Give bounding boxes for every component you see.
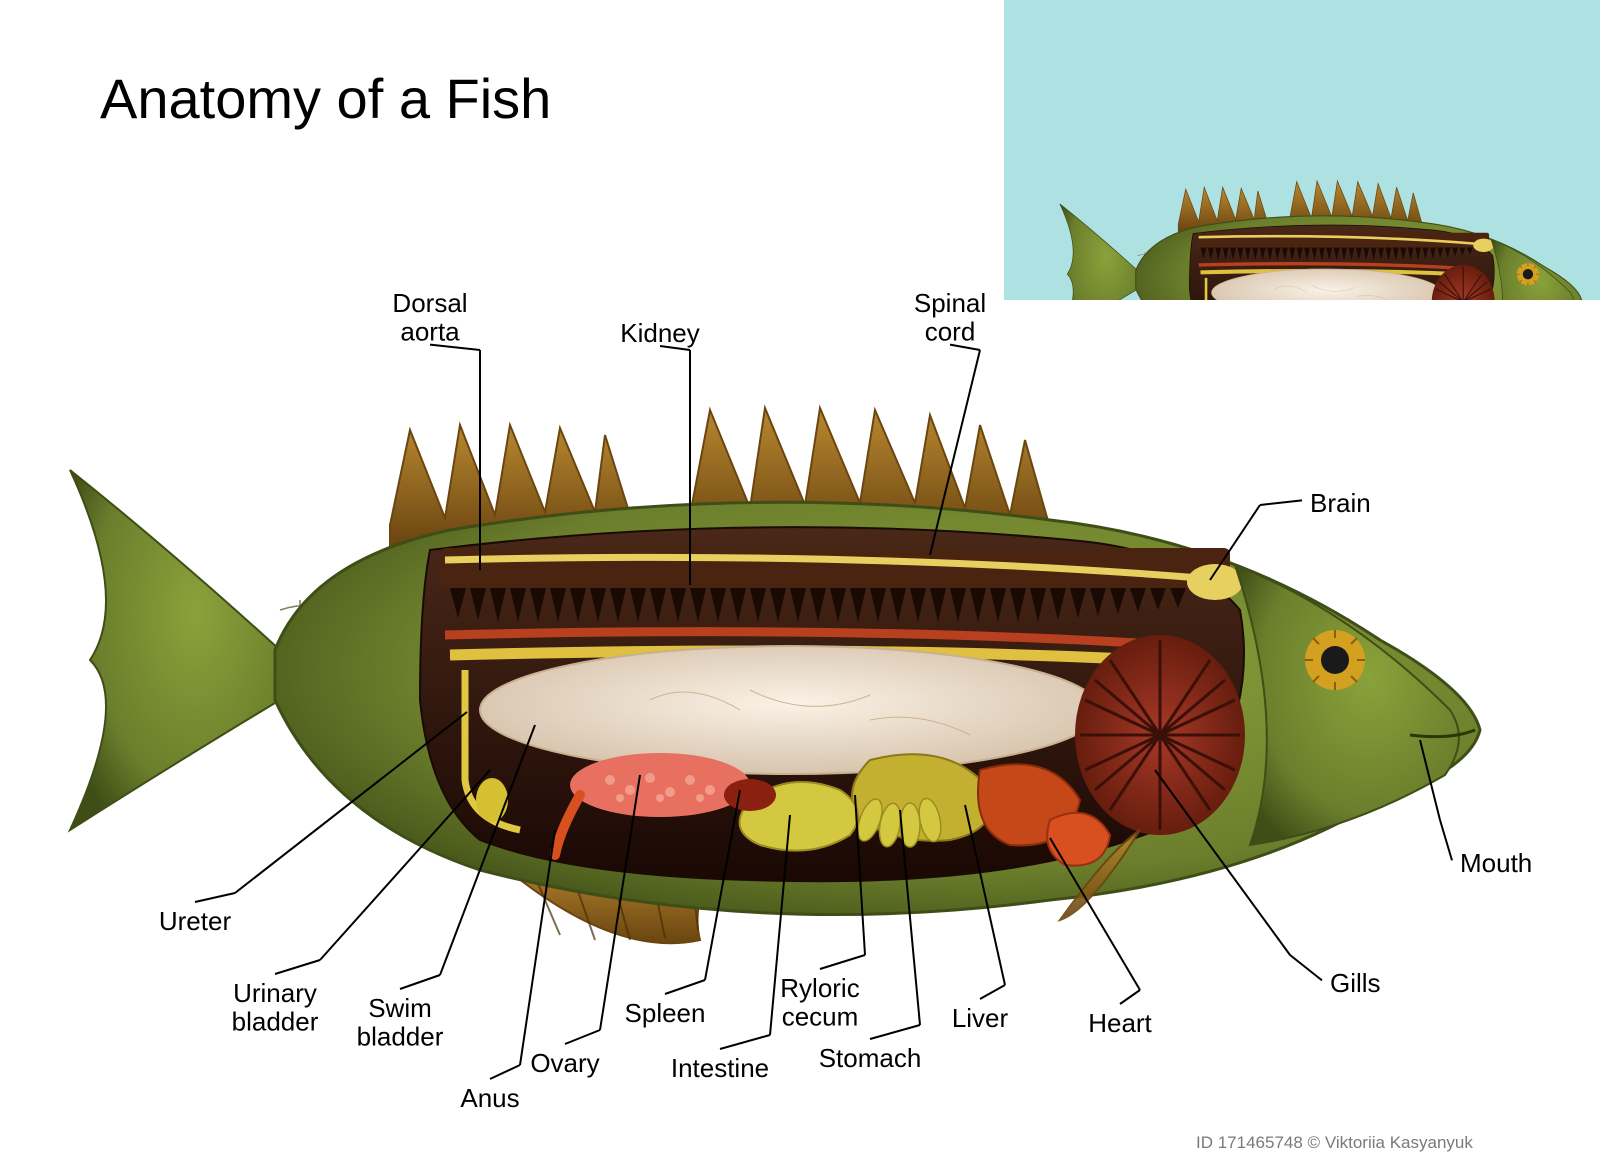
ureter-organ bbox=[465, 670, 520, 830]
label-kidney: Kidney bbox=[620, 318, 700, 348]
pointer-stomach bbox=[900, 810, 920, 1025]
pointer-spleen bbox=[705, 790, 740, 980]
label-stomach: Stomach bbox=[819, 1043, 922, 1073]
ryloric-cecum-organ bbox=[853, 796, 944, 848]
anus-organ bbox=[555, 795, 580, 855]
inset-thumbnail bbox=[1004, 0, 1600, 300]
pointer-brain bbox=[1210, 505, 1260, 580]
pointer-spinal-cord bbox=[930, 350, 980, 555]
label-spleen: Spleen bbox=[625, 998, 706, 1028]
pointer-gills bbox=[1155, 770, 1290, 955]
attribution-sep: © bbox=[1303, 1133, 1325, 1152]
pointer-tick-spinal-cord bbox=[950, 345, 980, 350]
pointer-anus bbox=[520, 830, 555, 1065]
pointer-ovary bbox=[600, 775, 640, 1030]
pointer-tick-ureter bbox=[195, 893, 235, 902]
stomach-organ bbox=[852, 754, 992, 841]
label-heart: Heart bbox=[1088, 1008, 1152, 1038]
pointer-mouth bbox=[1420, 740, 1440, 820]
pointer-tick-intestine bbox=[720, 1035, 770, 1049]
dorsal-fin-rear bbox=[390, 425, 630, 545]
mouth-line bbox=[1410, 730, 1475, 737]
pointer-liver bbox=[965, 805, 1005, 985]
pointer-tick-urinary-bladder bbox=[275, 960, 320, 974]
pointer-tick-liver bbox=[980, 985, 1005, 999]
label-ovary: Ovary bbox=[530, 1048, 599, 1078]
spinal-cord-organ bbox=[445, 557, 1200, 578]
caudal-scales bbox=[280, 595, 360, 725]
pointer-tick-brain bbox=[1260, 500, 1302, 505]
pointer-tick-kidney bbox=[660, 346, 690, 350]
pointer-tick-ryloric-cecum bbox=[820, 955, 865, 969]
pelvic-fin bbox=[490, 855, 720, 943]
pointer-tick-dorsal-aorta bbox=[430, 345, 480, 350]
kidney-organ bbox=[450, 651, 1150, 660]
label-ryloric-cecum: Ryloriccecum bbox=[780, 973, 859, 1032]
pointer-ureter bbox=[235, 712, 467, 893]
pelvic-fin-rays bbox=[530, 860, 698, 940]
urinary-bladder-organ bbox=[476, 778, 508, 822]
label-swim-bladder: Swimbladder bbox=[357, 993, 444, 1052]
diagram-title: Anatomy of a Fish bbox=[100, 66, 551, 131]
pointer-tick-swim-bladder bbox=[400, 975, 440, 989]
heart-organ bbox=[1047, 813, 1110, 866]
swim-bladder-organ bbox=[480, 646, 1100, 774]
attribution-author: Viktoriia Kasyanyuk bbox=[1325, 1133, 1473, 1152]
pointer-tick-heart bbox=[1120, 990, 1140, 1004]
brain-organ bbox=[1187, 564, 1243, 600]
tail-fin bbox=[70, 470, 280, 830]
ovary-organ bbox=[570, 753, 750, 817]
pointer-intestine bbox=[770, 815, 790, 1035]
label-spinal-cord: Spinalcord bbox=[914, 288, 986, 347]
pointer-tick-spleen bbox=[665, 980, 705, 994]
dorsal-aorta-organ bbox=[445, 632, 1170, 645]
label-texts: Dorsalaorta Kidney Spinalcord Brain Mouth Gil… bbox=[159, 288, 1532, 1113]
operculum bbox=[1235, 565, 1459, 845]
pectoral-fin bbox=[1060, 830, 1140, 920]
body-cavity bbox=[420, 527, 1244, 881]
pointer-swim-bladder bbox=[440, 725, 535, 975]
pointer-ryloric-cecum bbox=[855, 795, 865, 955]
label-liver: Liver bbox=[952, 1003, 1009, 1033]
label-anus: Anus bbox=[460, 1083, 519, 1113]
fish-illustration bbox=[70, 408, 1480, 943]
label-dorsal-aorta: Dorsalaorta bbox=[392, 288, 467, 347]
pointer-tick-anus bbox=[490, 1065, 520, 1079]
eye bbox=[1305, 630, 1365, 690]
dorsal-fin-front bbox=[690, 408, 1050, 540]
swim-bladder-veins bbox=[650, 690, 970, 735]
ovary-texture bbox=[605, 773, 715, 802]
label-urinary-bladder: Urinarybladder bbox=[232, 978, 319, 1037]
label-ureter: Ureter bbox=[159, 906, 232, 936]
pointer-tick-mouth bbox=[1440, 820, 1452, 860]
attribution-id: ID 171465748 bbox=[1196, 1133, 1303, 1152]
pointer-lines bbox=[195, 345, 1452, 1079]
gills-organ bbox=[1075, 635, 1245, 835]
attribution-line: ID 171465748 © Viktoriia Kasyanyuk bbox=[1196, 1133, 1473, 1153]
pointer-tick-gills bbox=[1290, 955, 1322, 980]
spleen-organ bbox=[724, 779, 776, 811]
label-brain: Brain bbox=[1310, 488, 1371, 518]
pointer-heart bbox=[1050, 838, 1140, 990]
spine-band bbox=[440, 548, 1230, 622]
liver-organ bbox=[978, 764, 1080, 845]
label-mouth: Mouth bbox=[1460, 848, 1532, 878]
intestine-organ bbox=[740, 782, 858, 851]
label-gills: Gills bbox=[1330, 968, 1381, 998]
pointer-tick-ovary bbox=[565, 1030, 600, 1044]
label-intestine: Intestine bbox=[671, 1053, 769, 1083]
pointer-tick-stomach bbox=[870, 1025, 920, 1039]
pointer-urinary-bladder bbox=[320, 770, 490, 960]
fish-body bbox=[275, 502, 1480, 914]
